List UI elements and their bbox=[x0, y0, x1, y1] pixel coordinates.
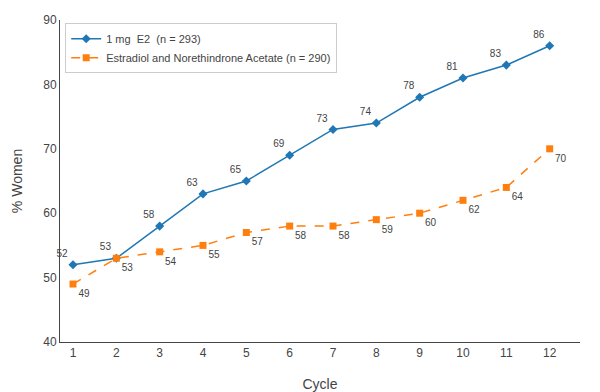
svg-text:54: 54 bbox=[165, 256, 177, 267]
svg-text:3: 3 bbox=[156, 346, 163, 360]
svg-text:50: 50 bbox=[43, 271, 57, 285]
svg-text:69: 69 bbox=[273, 138, 285, 149]
svg-text:65: 65 bbox=[230, 164, 242, 175]
svg-text:70: 70 bbox=[555, 153, 567, 164]
svg-text:86: 86 bbox=[533, 29, 545, 40]
svg-text:70: 70 bbox=[43, 142, 57, 156]
svg-text:53: 53 bbox=[122, 262, 134, 273]
svg-text:83: 83 bbox=[490, 48, 502, 59]
svg-text:8: 8 bbox=[373, 346, 380, 360]
svg-text:% Women: % Women bbox=[9, 149, 25, 213]
svg-text:60: 60 bbox=[43, 206, 57, 220]
svg-text:52: 52 bbox=[57, 248, 69, 259]
svg-text:73: 73 bbox=[317, 113, 329, 124]
svg-text:59: 59 bbox=[382, 224, 394, 235]
svg-text:62: 62 bbox=[468, 204, 480, 215]
svg-text:81: 81 bbox=[447, 61, 459, 72]
svg-text:40: 40 bbox=[43, 335, 57, 349]
svg-text:55: 55 bbox=[208, 249, 220, 260]
svg-text:63: 63 bbox=[187, 177, 199, 188]
svg-text:6: 6 bbox=[286, 346, 293, 360]
svg-text:90: 90 bbox=[43, 13, 57, 27]
svg-text:9: 9 bbox=[416, 346, 423, 360]
svg-text:58: 58 bbox=[143, 209, 155, 220]
svg-text:74: 74 bbox=[360, 106, 372, 117]
svg-text:2: 2 bbox=[113, 346, 120, 360]
svg-text:10: 10 bbox=[456, 346, 470, 360]
svg-text:64: 64 bbox=[512, 191, 524, 202]
svg-text:Estradiol and Norethindrone Ac: Estradiol and Norethindrone Acetate (n =… bbox=[106, 52, 330, 64]
svg-text:12: 12 bbox=[543, 346, 557, 360]
svg-text:7: 7 bbox=[330, 346, 337, 360]
svg-text:Cycle: Cycle bbox=[302, 376, 337, 392]
svg-text:49: 49 bbox=[78, 288, 90, 299]
svg-text:60: 60 bbox=[425, 217, 437, 228]
svg-text:58: 58 bbox=[338, 230, 350, 241]
svg-text:78: 78 bbox=[403, 80, 415, 91]
svg-text:11: 11 bbox=[500, 346, 513, 360]
svg-text:1: 1 bbox=[70, 346, 77, 360]
svg-text:58: 58 bbox=[295, 230, 307, 241]
svg-text:4: 4 bbox=[200, 346, 207, 360]
svg-text:80: 80 bbox=[43, 78, 57, 92]
svg-text:5: 5 bbox=[243, 346, 250, 360]
svg-text:57: 57 bbox=[252, 236, 264, 247]
svg-text:53: 53 bbox=[100, 241, 112, 252]
svg-text:1 mg E2 (n = 293): 1 mg E2 (n = 293) bbox=[106, 33, 200, 45]
